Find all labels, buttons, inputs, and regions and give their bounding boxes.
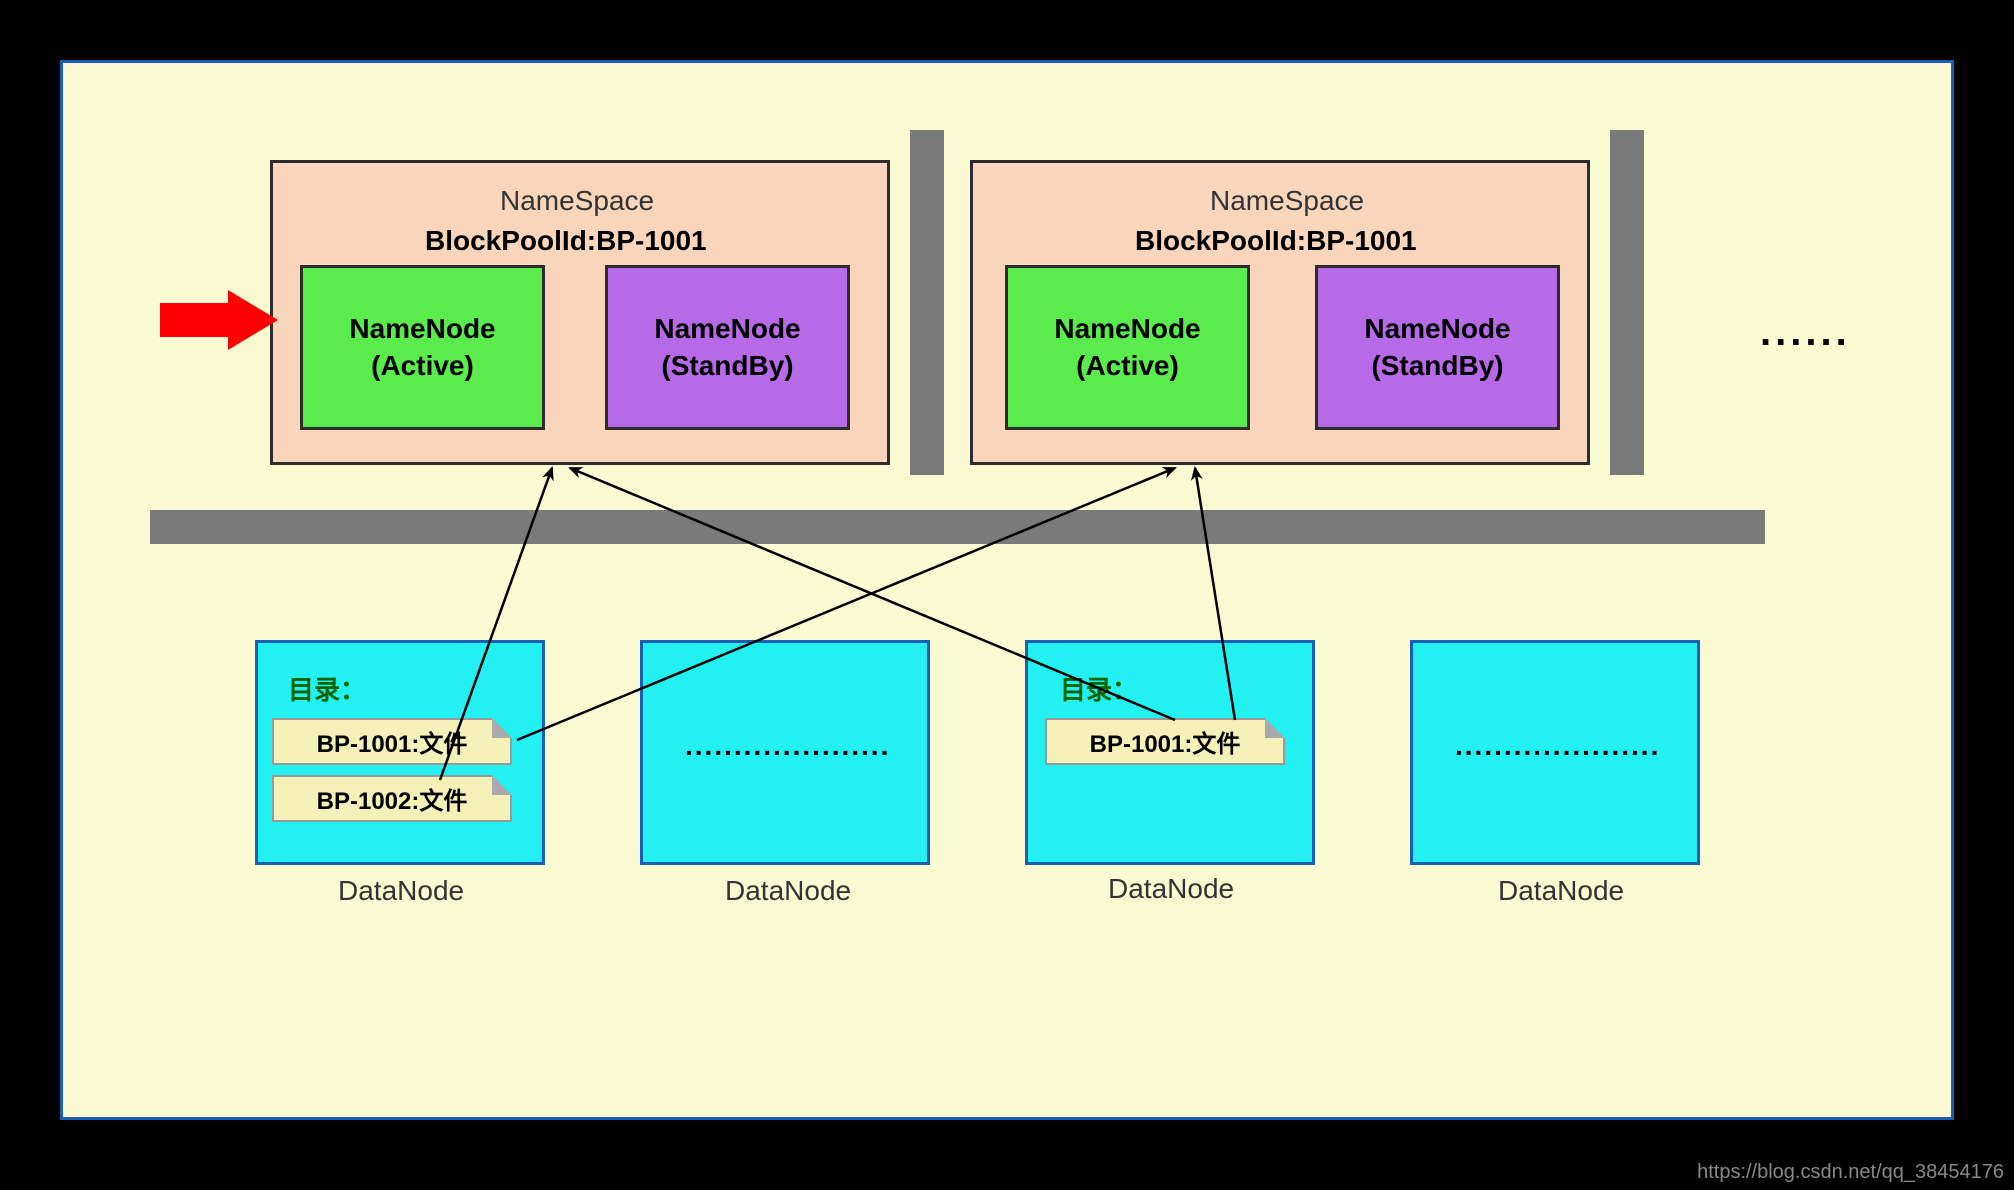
datanode-dir-1: 目录： (288, 670, 366, 707)
watermark: https://blog.csdn.net/qq_38454176 (1697, 1161, 2004, 1184)
namenode-active-2-line2: (Active) (1076, 348, 1179, 384)
bp-note-1-2: BP-1002:文件 (272, 775, 512, 822)
vertical-divider-2 (1610, 130, 1644, 475)
namenode-active-1-line2: (Active) (371, 348, 474, 384)
namespace-title-1: NameSpace (500, 185, 654, 217)
red-arrow-head-icon (228, 290, 278, 350)
namenode-standby-1-line1: NameNode (654, 311, 800, 347)
datanode-dir-3: 目录： (1060, 670, 1138, 707)
namenode-standby-2-line1: NameNode (1364, 311, 1510, 347)
namespace-title-2: NameSpace (1210, 185, 1364, 217)
blockpool-title-2: BlockPoolId:BP-1001 (1135, 225, 1417, 257)
namenode-active-1-line1: NameNode (349, 311, 495, 347)
ellipsis-top: ...... (1760, 310, 1851, 355)
datanode-label-3: DataNode (1108, 873, 1234, 905)
horizontal-divider (150, 510, 1765, 544)
namenode-standby-1: NameNode (StandBy) (605, 265, 850, 430)
namenode-active-1: NameNode (Active) (300, 265, 545, 430)
datanode-label-1: DataNode (338, 875, 464, 907)
bp-note-3-1: BP-1001:文件 (1045, 718, 1285, 765)
namenode-active-2: NameNode (Active) (1005, 265, 1250, 430)
red-arrow-stem (160, 303, 228, 337)
bp-note-1-1: BP-1001:文件 (272, 718, 512, 765)
datanode-label-4: DataNode (1498, 875, 1624, 907)
namenode-standby-1-line2: (StandBy) (661, 348, 793, 384)
namenode-active-2-line1: NameNode (1054, 311, 1200, 347)
namenode-standby-2: NameNode (StandBy) (1315, 265, 1560, 430)
datanode-label-2: DataNode (725, 875, 851, 907)
namenode-standby-2-line2: (StandBy) (1371, 348, 1503, 384)
datanode-dots-4: ..................... (1455, 730, 1660, 762)
blockpool-title-1: BlockPoolId:BP-1001 (425, 225, 707, 257)
datanode-dots-2: ..................... (685, 730, 890, 762)
vertical-divider-1 (910, 130, 944, 475)
